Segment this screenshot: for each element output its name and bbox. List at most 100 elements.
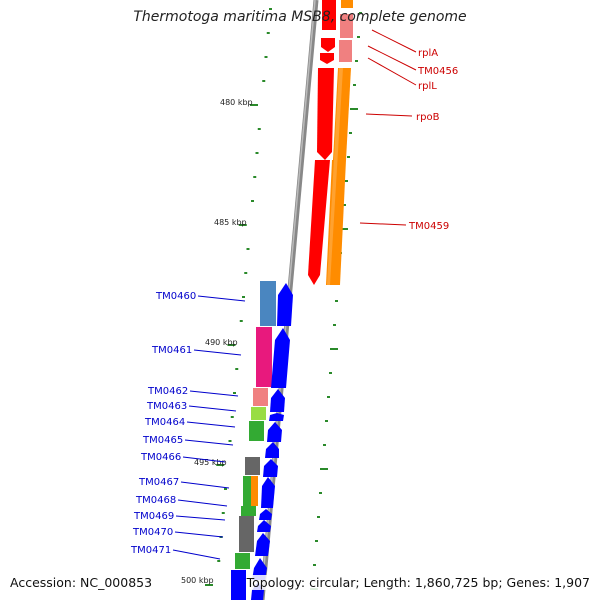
label-leader-line — [189, 390, 239, 397]
gene-label-TM0462[interactable]: TM0462 — [147, 386, 188, 397]
label-leader-line — [184, 439, 234, 446]
gene-label-TM0464[interactable]: TM0464 — [144, 417, 185, 428]
ruler-tick-right — [359, 12, 362, 14]
gene-label-TM0470[interactable]: TM0470 — [132, 527, 173, 538]
gene-label-rplL[interactable]: rplL — [418, 81, 437, 92]
label-leader-line — [182, 456, 226, 463]
label-leader-line — [371, 29, 417, 53]
ruler-tick-right — [319, 492, 322, 494]
gene-salmon-TM0462 — [253, 388, 268, 406]
gene-blue-TM0463 — [269, 413, 284, 421]
ruler-tick-left — [217, 560, 221, 562]
label-leader-line — [359, 222, 407, 226]
ruler-tick-right — [343, 204, 346, 206]
ruler-tick-right — [340, 228, 348, 230]
gene-label-rplA[interactable]: rplA — [418, 48, 438, 59]
label-leader-line — [172, 549, 221, 560]
ruler-tick-right — [350, 108, 358, 110]
gene-label-TM0463[interactable]: TM0463 — [146, 401, 187, 412]
gene-orange-shade — [327, 68, 343, 285]
label-leader-line — [365, 113, 413, 117]
gene-label-TM0466[interactable]: TM0466 — [140, 452, 181, 463]
ruler-tick-right — [323, 444, 326, 446]
ruler-tick-left — [235, 368, 239, 370]
label-leader-line — [367, 45, 417, 71]
ruler-tick-right — [347, 156, 350, 158]
gene-blue-TM0461 — [271, 328, 290, 388]
gene-pink-TM0461 — [256, 327, 272, 387]
ruler-tick-left — [233, 392, 236, 394]
gene-grey-TM0466 — [245, 457, 260, 475]
gene-label-TM0460[interactable]: TM0460 — [155, 291, 196, 302]
gene-blue-TM0460 — [277, 283, 293, 326]
ruler-tick-left — [255, 152, 259, 154]
ruler-tick-left — [216, 464, 225, 466]
gene-label-TM0461[interactable]: TM0461 — [151, 345, 192, 356]
label-leader-line — [197, 295, 246, 302]
ruler-tick-right — [353, 84, 356, 86]
gene-label-TM0465[interactable]: TM0465 — [142, 435, 183, 446]
genome-title: Thermotoga maritima MSB8, complete genom… — [133, 9, 467, 25]
label-leader-line — [367, 57, 417, 86]
gene-lightgreen-TM0463 — [251, 407, 266, 420]
ruler-tick-left — [230, 416, 234, 418]
gene-label-TM0459[interactable]: TM0459 — [408, 221, 449, 232]
gene-label-TM0469[interactable]: TM0469 — [133, 511, 174, 522]
ruler-tick-left — [269, 8, 272, 10]
label-leader-line — [193, 349, 242, 356]
gene-label-TM0467[interactable]: TM0467 — [138, 477, 179, 488]
label-leader-line — [175, 515, 226, 521]
gene-red-rpoB-part2 — [308, 160, 330, 285]
gene-steelblue-TM0460 — [260, 281, 276, 326]
ruler-tick-right — [355, 60, 358, 62]
ruler-tick-left — [239, 320, 243, 322]
ruler-tick-right — [333, 324, 336, 326]
ruler-tick-left — [264, 56, 268, 58]
gene-red-rpoB-part1 — [317, 68, 334, 160]
gene-label-rpoB[interactable]: rpoB — [416, 112, 440, 123]
gene-red-TM0456 — [320, 53, 334, 64]
ruler-tick-left — [205, 584, 213, 586]
red-gene-track — [308, 0, 336, 285]
ruler-tick-right — [317, 516, 320, 518]
gene-blue-TM0462 — [270, 389, 285, 412]
ruler-tick-left — [266, 32, 270, 34]
ruler-tick-left — [244, 272, 248, 274]
gene-label-TM0468[interactable]: TM0468 — [135, 495, 176, 506]
ruler-tick-right — [320, 468, 328, 470]
gene-salmon-top — [340, 14, 353, 38]
ruler-tick-left — [250, 104, 258, 106]
ruler-tick-right — [313, 564, 316, 566]
gene-green-TM0468 — [241, 506, 256, 516]
gene-blue-TM0468 — [259, 509, 272, 520]
gene-blue-TM0470 — [255, 533, 270, 556]
gene-label-TM0471[interactable]: TM0471 — [130, 545, 171, 556]
label-leader-line — [186, 421, 236, 428]
gene-blue-TM0469 — [257, 520, 271, 532]
label-leader-line — [174, 531, 224, 538]
gene-blue-TM0467 — [261, 477, 275, 508]
ruler-tick-left — [257, 128, 261, 130]
ruler-label-480: 480 kbp — [220, 98, 253, 107]
gene-blue-TM0465 — [265, 442, 279, 458]
label-leader-line — [180, 481, 230, 489]
ruler-tick-left — [262, 80, 266, 82]
ruler-tick-left — [253, 176, 257, 178]
ruler-tick-left — [224, 488, 227, 490]
ruler-tick-right — [357, 36, 360, 38]
ruler-tick-left — [227, 344, 236, 346]
ruler-tick-left — [246, 248, 250, 250]
gene-blue-TM0464 — [267, 422, 282, 442]
gene-blue-bottom-left — [231, 570, 246, 600]
ruler-tick-right — [330, 348, 338, 350]
ruler-tick-left — [242, 296, 245, 298]
label-leaders — [172, 29, 417, 560]
gene-green-TM0464 — [249, 421, 264, 441]
ruler-tick-right — [335, 300, 338, 302]
gene-label-TM0456[interactable]: TM0456 — [417, 66, 458, 77]
ruler-tick-right — [349, 132, 352, 134]
gene-red-rplA — [321, 38, 335, 52]
ruler-tick-left — [228, 440, 232, 442]
